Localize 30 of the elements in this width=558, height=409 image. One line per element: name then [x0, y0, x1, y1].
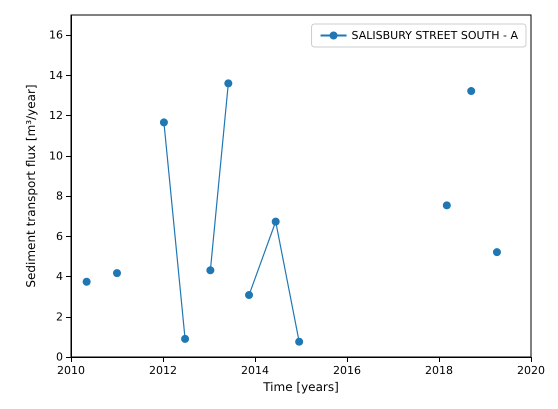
x-tick-label: 2012 [149, 364, 177, 377]
point [272, 218, 280, 226]
x-tick-label: 2018 [425, 364, 453, 377]
y-tick-label: 14 [49, 68, 63, 82]
y-tick-label: 10 [49, 149, 63, 162]
point [224, 79, 232, 88]
x-tick-label: 2016 [333, 364, 361, 377]
y-axis-title: Sediment transport flux [m³/year] [24, 84, 38, 288]
y-tick-label: 16 [49, 28, 63, 42]
point [160, 118, 168, 126]
y-tick-label: 4 [56, 270, 63, 284]
point [181, 334, 190, 343]
point [82, 278, 91, 286]
point [295, 338, 304, 346]
point [113, 269, 121, 278]
point [442, 201, 451, 210]
y-tick-label: 12 [49, 109, 63, 122]
x-tick-label: 2020 [517, 364, 545, 377]
y-tick-label: 0 [56, 350, 63, 364]
x-axis-title: Time [years] [262, 380, 339, 394]
point [245, 291, 254, 300]
y-tick-label: 6 [56, 230, 63, 243]
point [492, 248, 501, 256]
legend-label: SALISBURY STREET SOUTH - A [352, 29, 518, 42]
point [467, 87, 476, 96]
x-tick-label: 2014 [241, 364, 269, 377]
y-tick-label: 8 [56, 190, 63, 203]
point [206, 266, 214, 274]
y-tick-label: 2 [56, 310, 63, 324]
x-tick-label: 2010 [57, 364, 85, 377]
